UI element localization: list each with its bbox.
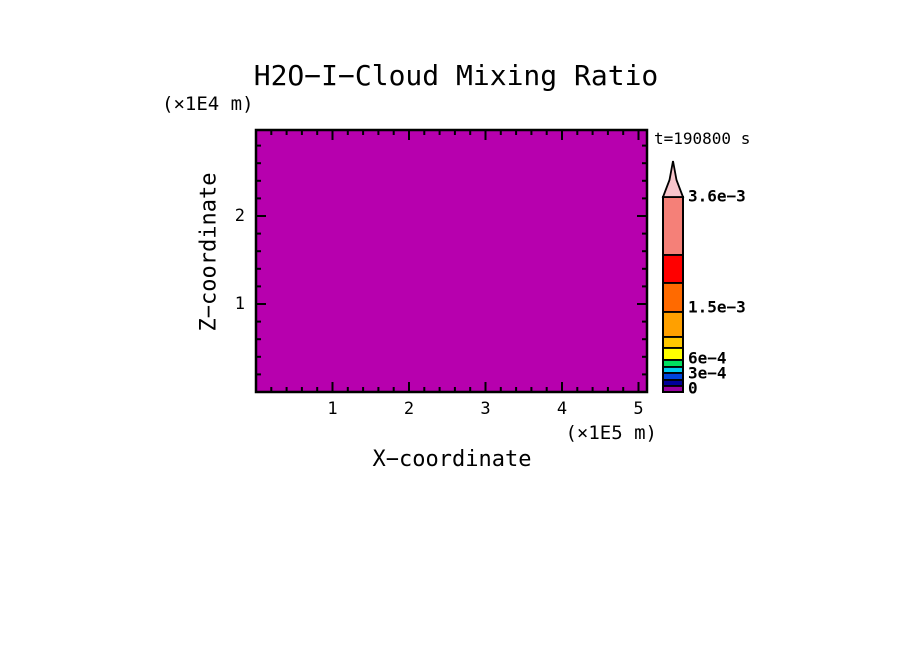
y-tick-label: 2 (234, 206, 245, 226)
x-tick-label: 2 (403, 399, 415, 419)
chart-title: H2O−I−Cloud Mixing Ratio (253, 59, 659, 92)
x-tick-label: 5 (633, 399, 644, 419)
plot-area (254, 128, 649, 394)
colorbar-segment-yellow (662, 347, 684, 361)
colorbar-label: 0 (688, 378, 698, 398)
colorbar-segment-gold (662, 336, 684, 349)
x-tick-label: 1 (327, 399, 338, 419)
colorbar-segment-orange (662, 311, 684, 338)
colorbar-segment-orange-red (662, 282, 684, 313)
colorbar-segment-blue (662, 372, 684, 381)
colorbar-segment-green (662, 359, 684, 368)
colorbar-label: 6e−4 (688, 348, 727, 368)
colorbar-label: 3.6e−3 (688, 186, 746, 206)
colorbar-segment-red (662, 254, 684, 284)
colorbar-label: 1.5e−3 (688, 297, 746, 317)
y-tick-label: 1 (234, 294, 245, 314)
x-axis-unit: (×1E5 m) (565, 422, 657, 444)
x-tick-label: 3 (480, 399, 491, 419)
time-annotation: t=190800 s (654, 129, 751, 148)
x-axis-title: X−coordinate (372, 447, 532, 472)
x-tick-label: 4 (556, 399, 568, 419)
colorbar-label: 3e−4 (688, 363, 727, 383)
y-axis-unit: (×1E4 m) (162, 93, 254, 115)
colorbar-segment-salmon (662, 196, 684, 256)
colorbar-arrow (661, 160, 685, 198)
